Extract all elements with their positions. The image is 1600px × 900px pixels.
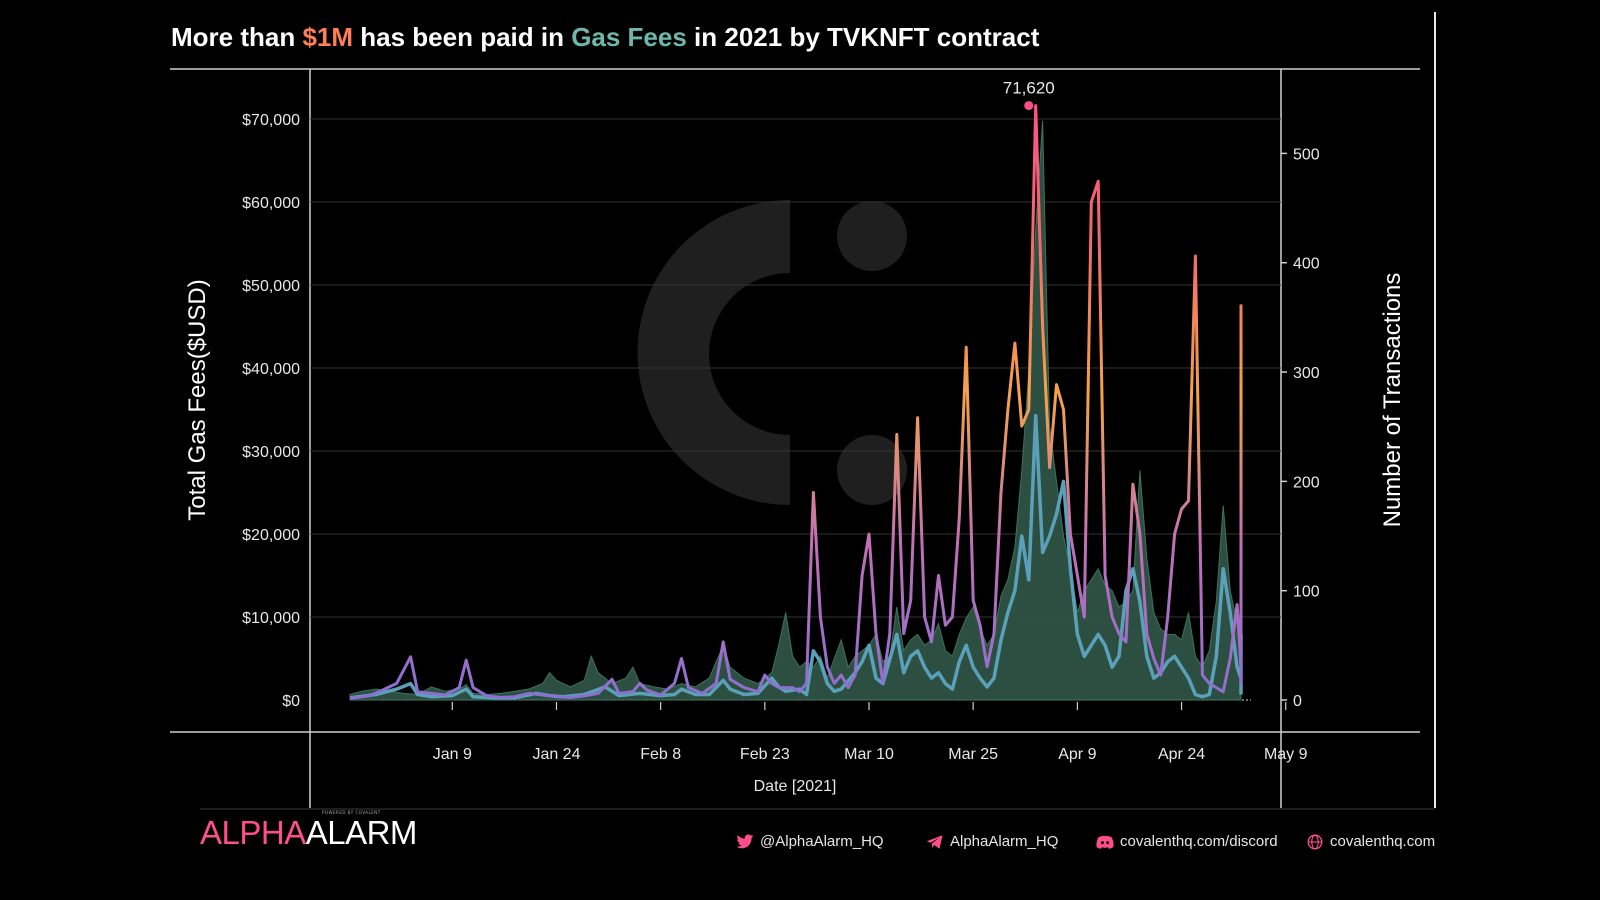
twitter-handle: @AlphaAlarm_HQ xyxy=(760,833,884,850)
x-tick-label: Apr 9 xyxy=(1058,746,1096,763)
x-tick-label: Jan 9 xyxy=(433,746,472,763)
y-tick-label: $20,000 xyxy=(242,527,300,544)
y-tick-label: $30,000 xyxy=(242,444,300,461)
chart-title: More than $1M has been paid in Gas Fees … xyxy=(171,22,1040,52)
x-tick-label: Mar 25 xyxy=(948,746,998,763)
transactions-line-series xyxy=(349,414,1243,700)
logo-alpha: ALPHA xyxy=(200,814,306,851)
title-prefix: More than xyxy=(171,22,302,52)
title-highlight-gas-fees: Gas Fees xyxy=(571,22,687,52)
y2-tick-label: 200 xyxy=(1293,474,1320,491)
y2-tick-label: 400 xyxy=(1293,256,1320,273)
y-tick-label: $60,000 xyxy=(242,195,300,212)
title-highlight-1m: $1M xyxy=(302,22,353,52)
logo-alarm: ALARM xyxy=(305,814,418,851)
discord-url: covalenthq.com/discord xyxy=(1120,833,1278,850)
y2-tick-label: 300 xyxy=(1293,365,1320,382)
y-tick-label: $50,000 xyxy=(242,278,300,295)
y2-tick-label: 100 xyxy=(1293,584,1320,601)
y-tick-label: $70,000 xyxy=(242,112,300,129)
x-axis-title: Date [2021] xyxy=(754,778,837,795)
telegram-handle: AlphaAlarm_HQ xyxy=(950,833,1059,850)
gas-fee-line-series: 71,620 xyxy=(349,79,1243,700)
y2-axis-title: Number of Transactions xyxy=(1379,273,1406,528)
telegram-link[interactable]: AlphaAlarm_HQ xyxy=(926,833,1058,850)
title-suffix: in 2021 by TVKNFT contract xyxy=(687,22,1040,52)
transactions-line xyxy=(349,414,1243,700)
discord-link[interactable]: covalenthq.com/discord xyxy=(1096,833,1278,850)
title-middle: has been paid in xyxy=(353,22,571,52)
x-tick-label: Apr 24 xyxy=(1158,746,1205,763)
website-url: covalenthq.com xyxy=(1330,833,1436,850)
alpha-alarm-logo: ALPHAALARM xyxy=(200,816,417,849)
x-tick-label: Feb 23 xyxy=(740,746,790,763)
twitter-icon xyxy=(736,834,754,848)
axes: $0 $10,000 $20,000 $30,000 $40,000 $50,000 $60… xyxy=(184,112,1406,795)
peak-value-label: 71,620 xyxy=(1003,79,1055,98)
y2-tick-label: 500 xyxy=(1293,146,1320,163)
x-tick-label: Feb 8 xyxy=(640,746,681,763)
x-tick-label: Mar 10 xyxy=(844,746,894,763)
transactions-area xyxy=(349,120,1242,701)
x-tick-label: Jan 24 xyxy=(532,746,580,763)
logo-subtitle: POWERED BY COVALENT xyxy=(322,810,381,815)
covalent-watermark xyxy=(637,200,907,505)
y-tick-label: $10,000 xyxy=(242,610,300,627)
twitter-link[interactable]: @AlphaAlarm_HQ xyxy=(736,833,884,850)
telegram-icon xyxy=(926,834,943,849)
y-tick-label: $40,000 xyxy=(242,361,300,378)
gas-fee-line xyxy=(349,104,1243,700)
y-tick-label: $0 xyxy=(282,693,300,710)
y2-tick-label: 0 xyxy=(1293,693,1302,710)
website-link[interactable]: covalenthq.com xyxy=(1306,833,1435,850)
discord-icon xyxy=(1096,835,1114,849)
transactions-area-series xyxy=(349,120,1242,701)
x-tick-label: May 9 xyxy=(1264,746,1308,763)
y-axis-title: Total Gas Fees($USD) xyxy=(184,279,211,520)
peak-marker xyxy=(1024,101,1034,111)
globe-icon xyxy=(1307,834,1323,849)
